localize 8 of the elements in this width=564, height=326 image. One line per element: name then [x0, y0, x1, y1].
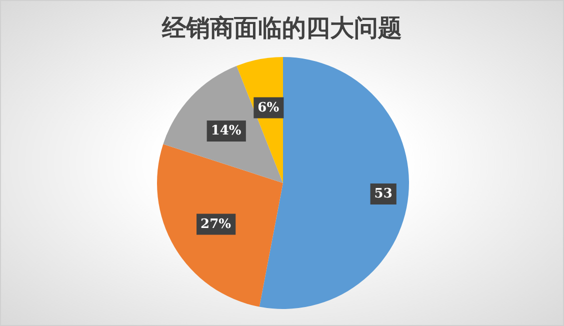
pie-slice	[163, 66, 283, 183]
data-label: 27%	[200, 216, 232, 232]
chart-title: 经销商面临的四大问题	[161, 13, 402, 42]
data-label: 6%	[258, 100, 280, 116]
pie-slice	[259, 57, 409, 309]
data-label: 14%	[210, 124, 242, 139]
pie-slice	[157, 144, 283, 307]
data-label: 53	[374, 186, 392, 202]
